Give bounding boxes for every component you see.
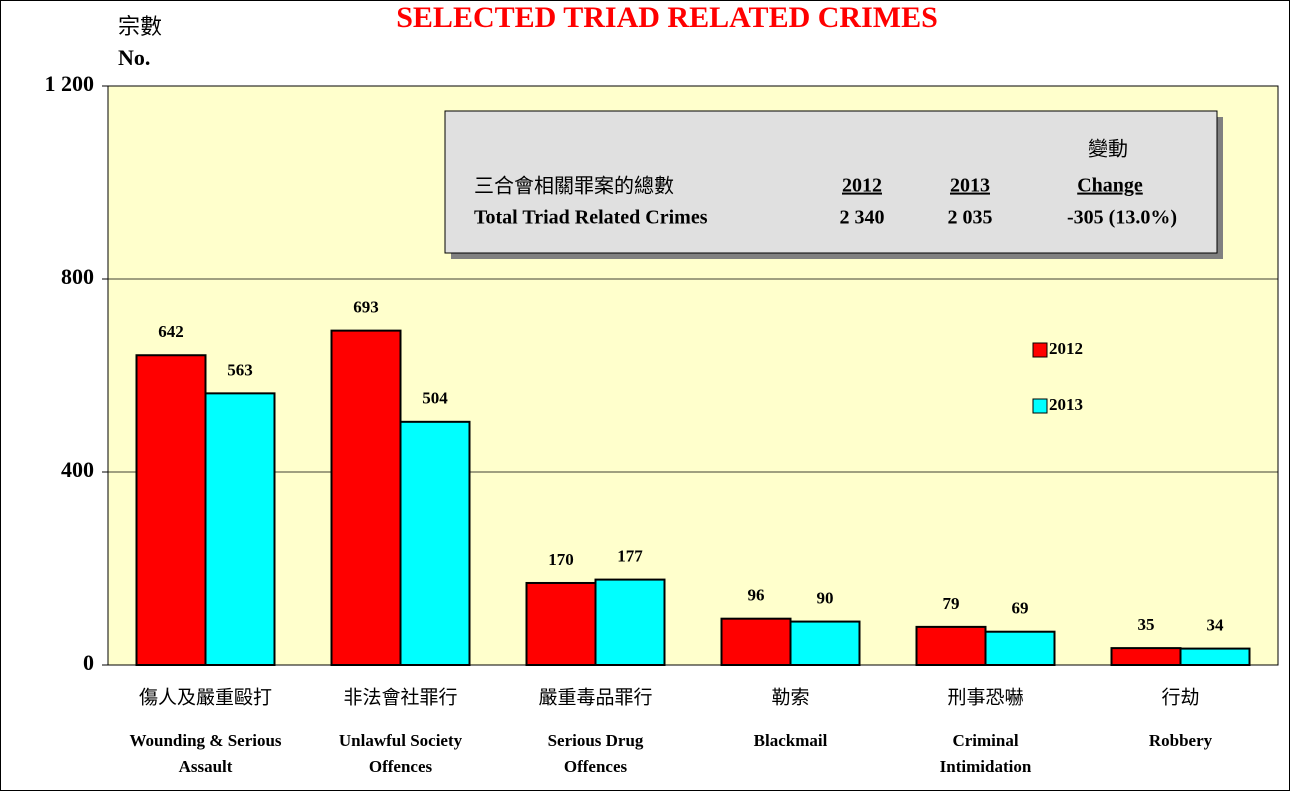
y-axis-label-en: No.: [118, 45, 150, 70]
bar: [594, 578, 666, 666]
x-tick-label-en: Wounding & Serious: [129, 731, 281, 750]
x-tick-label-en: Blackmail: [754, 731, 828, 750]
summary-header: Change: [1077, 175, 1143, 197]
summary-box: [444, 110, 1218, 254]
value-label: 90: [817, 588, 834, 607]
legend-label: 2012: [1049, 339, 1083, 358]
summary-header: 2012: [842, 175, 882, 197]
bar: [1179, 647, 1251, 666]
legend-label: 2013: [1049, 395, 1083, 414]
bar: [399, 420, 471, 666]
value-label: 504: [422, 389, 448, 408]
y-tick-label: 0: [83, 650, 94, 675]
x-tick-label-en: Offences: [564, 757, 628, 776]
legend-swatch: [1032, 342, 1048, 358]
value-label: 642: [158, 322, 184, 341]
value-label: 563: [227, 360, 253, 379]
summary-title-en: Total Triad Related Crimes: [474, 207, 708, 229]
value-label: 69: [1012, 599, 1029, 618]
legend-swatch: [1032, 398, 1048, 414]
x-tick-label: 行劫: [1161, 687, 1199, 709]
value-label: 79: [943, 594, 960, 613]
y-tick-label: 800: [61, 264, 94, 289]
bar: [1110, 647, 1182, 666]
bar: [789, 620, 861, 667]
x-tick-label: 傷人及嚴重毆打: [139, 687, 272, 709]
summary-header: 2013: [950, 175, 990, 197]
bar: [204, 392, 276, 666]
bar: [984, 630, 1056, 667]
x-tick-label-en: Assault: [179, 757, 233, 776]
x-tick-label: 非法會社罪行: [343, 687, 457, 709]
value-label: 96: [748, 586, 765, 605]
value-label: 34: [1207, 616, 1225, 635]
value-label: 177: [617, 547, 643, 566]
bar: [525, 581, 597, 666]
x-tick-label-en: Criminal: [952, 731, 1018, 750]
bar: [135, 354, 207, 666]
y-tick-label: 400: [61, 457, 94, 482]
summary-value: 2 340: [840, 207, 885, 229]
summary-value: 2 035: [948, 207, 993, 229]
bar: [330, 329, 402, 666]
y-axis-label: 宗數: [118, 15, 162, 40]
x-tick-label: 勒索: [771, 687, 809, 709]
bar: [720, 617, 792, 666]
x-tick-label-en: Unlawful Society: [339, 731, 463, 750]
summary-title-zh: 三合會相關罪案的總數: [474, 174, 674, 198]
bar: [915, 625, 987, 667]
value-label: 170: [548, 550, 574, 569]
chart-title: SELECTED TRIAD RELATED CRIMES: [396, 1, 938, 34]
x-tick-label: 嚴重毒品罪行: [538, 687, 652, 709]
x-tick-label-en: Offences: [369, 757, 433, 776]
value-label: 693: [353, 298, 379, 317]
summary-value: -305 (13.0%): [1067, 207, 1177, 229]
x-tick-label: 刑事恐嚇: [947, 687, 1023, 709]
y-tick-label: 1 200: [45, 71, 95, 96]
value-label: 35: [1138, 615, 1155, 634]
x-tick-label-en: Robbery: [1149, 731, 1213, 750]
x-tick-label-en: Serious Drug: [548, 731, 644, 750]
summary-change-zh: 變動: [1088, 137, 1128, 161]
x-tick-label-en: Intimidation: [940, 757, 1032, 776]
